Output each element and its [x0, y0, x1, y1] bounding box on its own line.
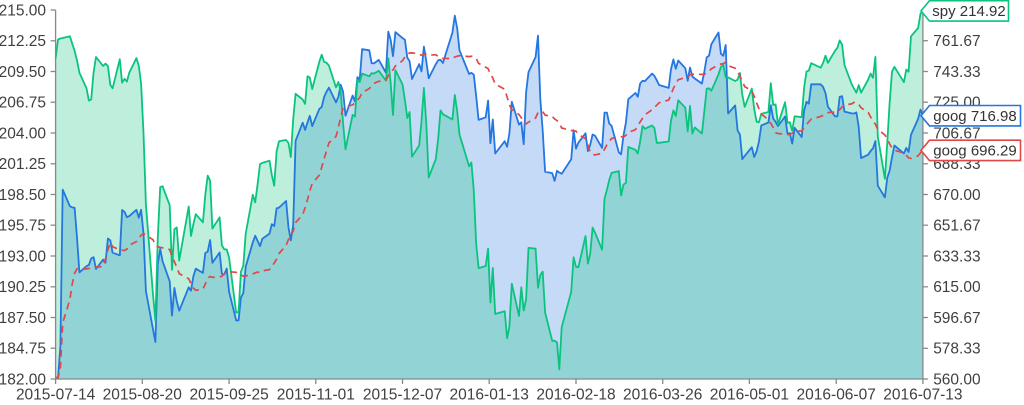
svg-text:2015-08-20: 2015-08-20 [103, 386, 183, 400]
svg-text:670.00: 670.00 [933, 187, 981, 204]
svg-text:187.50: 187.50 [0, 310, 46, 327]
svg-text:195.75: 195.75 [0, 218, 46, 235]
svg-text:2015-12-07: 2015-12-07 [363, 386, 442, 400]
svg-text:2015-07-14: 2015-07-14 [16, 386, 96, 400]
svg-text:190.25: 190.25 [0, 279, 46, 296]
svg-text:215.00: 215.00 [0, 2, 46, 19]
svg-text:goog 716.98: goog 716.98 [933, 108, 1016, 125]
svg-text:201.25: 201.25 [0, 156, 46, 173]
svg-text:2016-06-07: 2016-06-07 [797, 386, 876, 400]
svg-text:743.33: 743.33 [933, 64, 980, 81]
svg-text:2016-03-26: 2016-03-26 [623, 386, 702, 400]
svg-text:2016-07-13: 2016-07-13 [883, 386, 962, 400]
svg-text:204.00: 204.00 [0, 125, 46, 142]
svg-text:560.00: 560.00 [933, 371, 981, 388]
svg-text:spy 214.92: spy 214.92 [932, 3, 1005, 20]
svg-text:2016-02-18: 2016-02-18 [536, 386, 615, 400]
svg-text:212.25: 212.25 [0, 33, 46, 50]
svg-text:578.33: 578.33 [933, 341, 980, 358]
svg-text:193.00: 193.00 [0, 248, 46, 265]
svg-text:596.67: 596.67 [933, 310, 980, 327]
svg-text:184.75: 184.75 [0, 341, 46, 358]
svg-text:761.67: 761.67 [933, 33, 980, 50]
svg-text:2016-01-13: 2016-01-13 [450, 386, 529, 400]
svg-text:206.75: 206.75 [0, 95, 46, 112]
svg-text:2016-05-01: 2016-05-01 [710, 386, 789, 400]
svg-text:633.33: 633.33 [933, 248, 980, 265]
svg-text:2015-11-01: 2015-11-01 [277, 386, 355, 400]
svg-text:182.00: 182.00 [0, 371, 46, 388]
svg-text:706.67: 706.67 [933, 125, 980, 142]
svg-text:209.50: 209.50 [0, 64, 46, 81]
svg-text:198.50: 198.50 [0, 187, 46, 204]
svg-text:651.67: 651.67 [933, 218, 980, 235]
svg-text:goog 696.29: goog 696.29 [933, 143, 1016, 160]
svg-text:615.00: 615.00 [933, 279, 981, 296]
svg-text:2015-09-25: 2015-09-25 [189, 386, 268, 400]
